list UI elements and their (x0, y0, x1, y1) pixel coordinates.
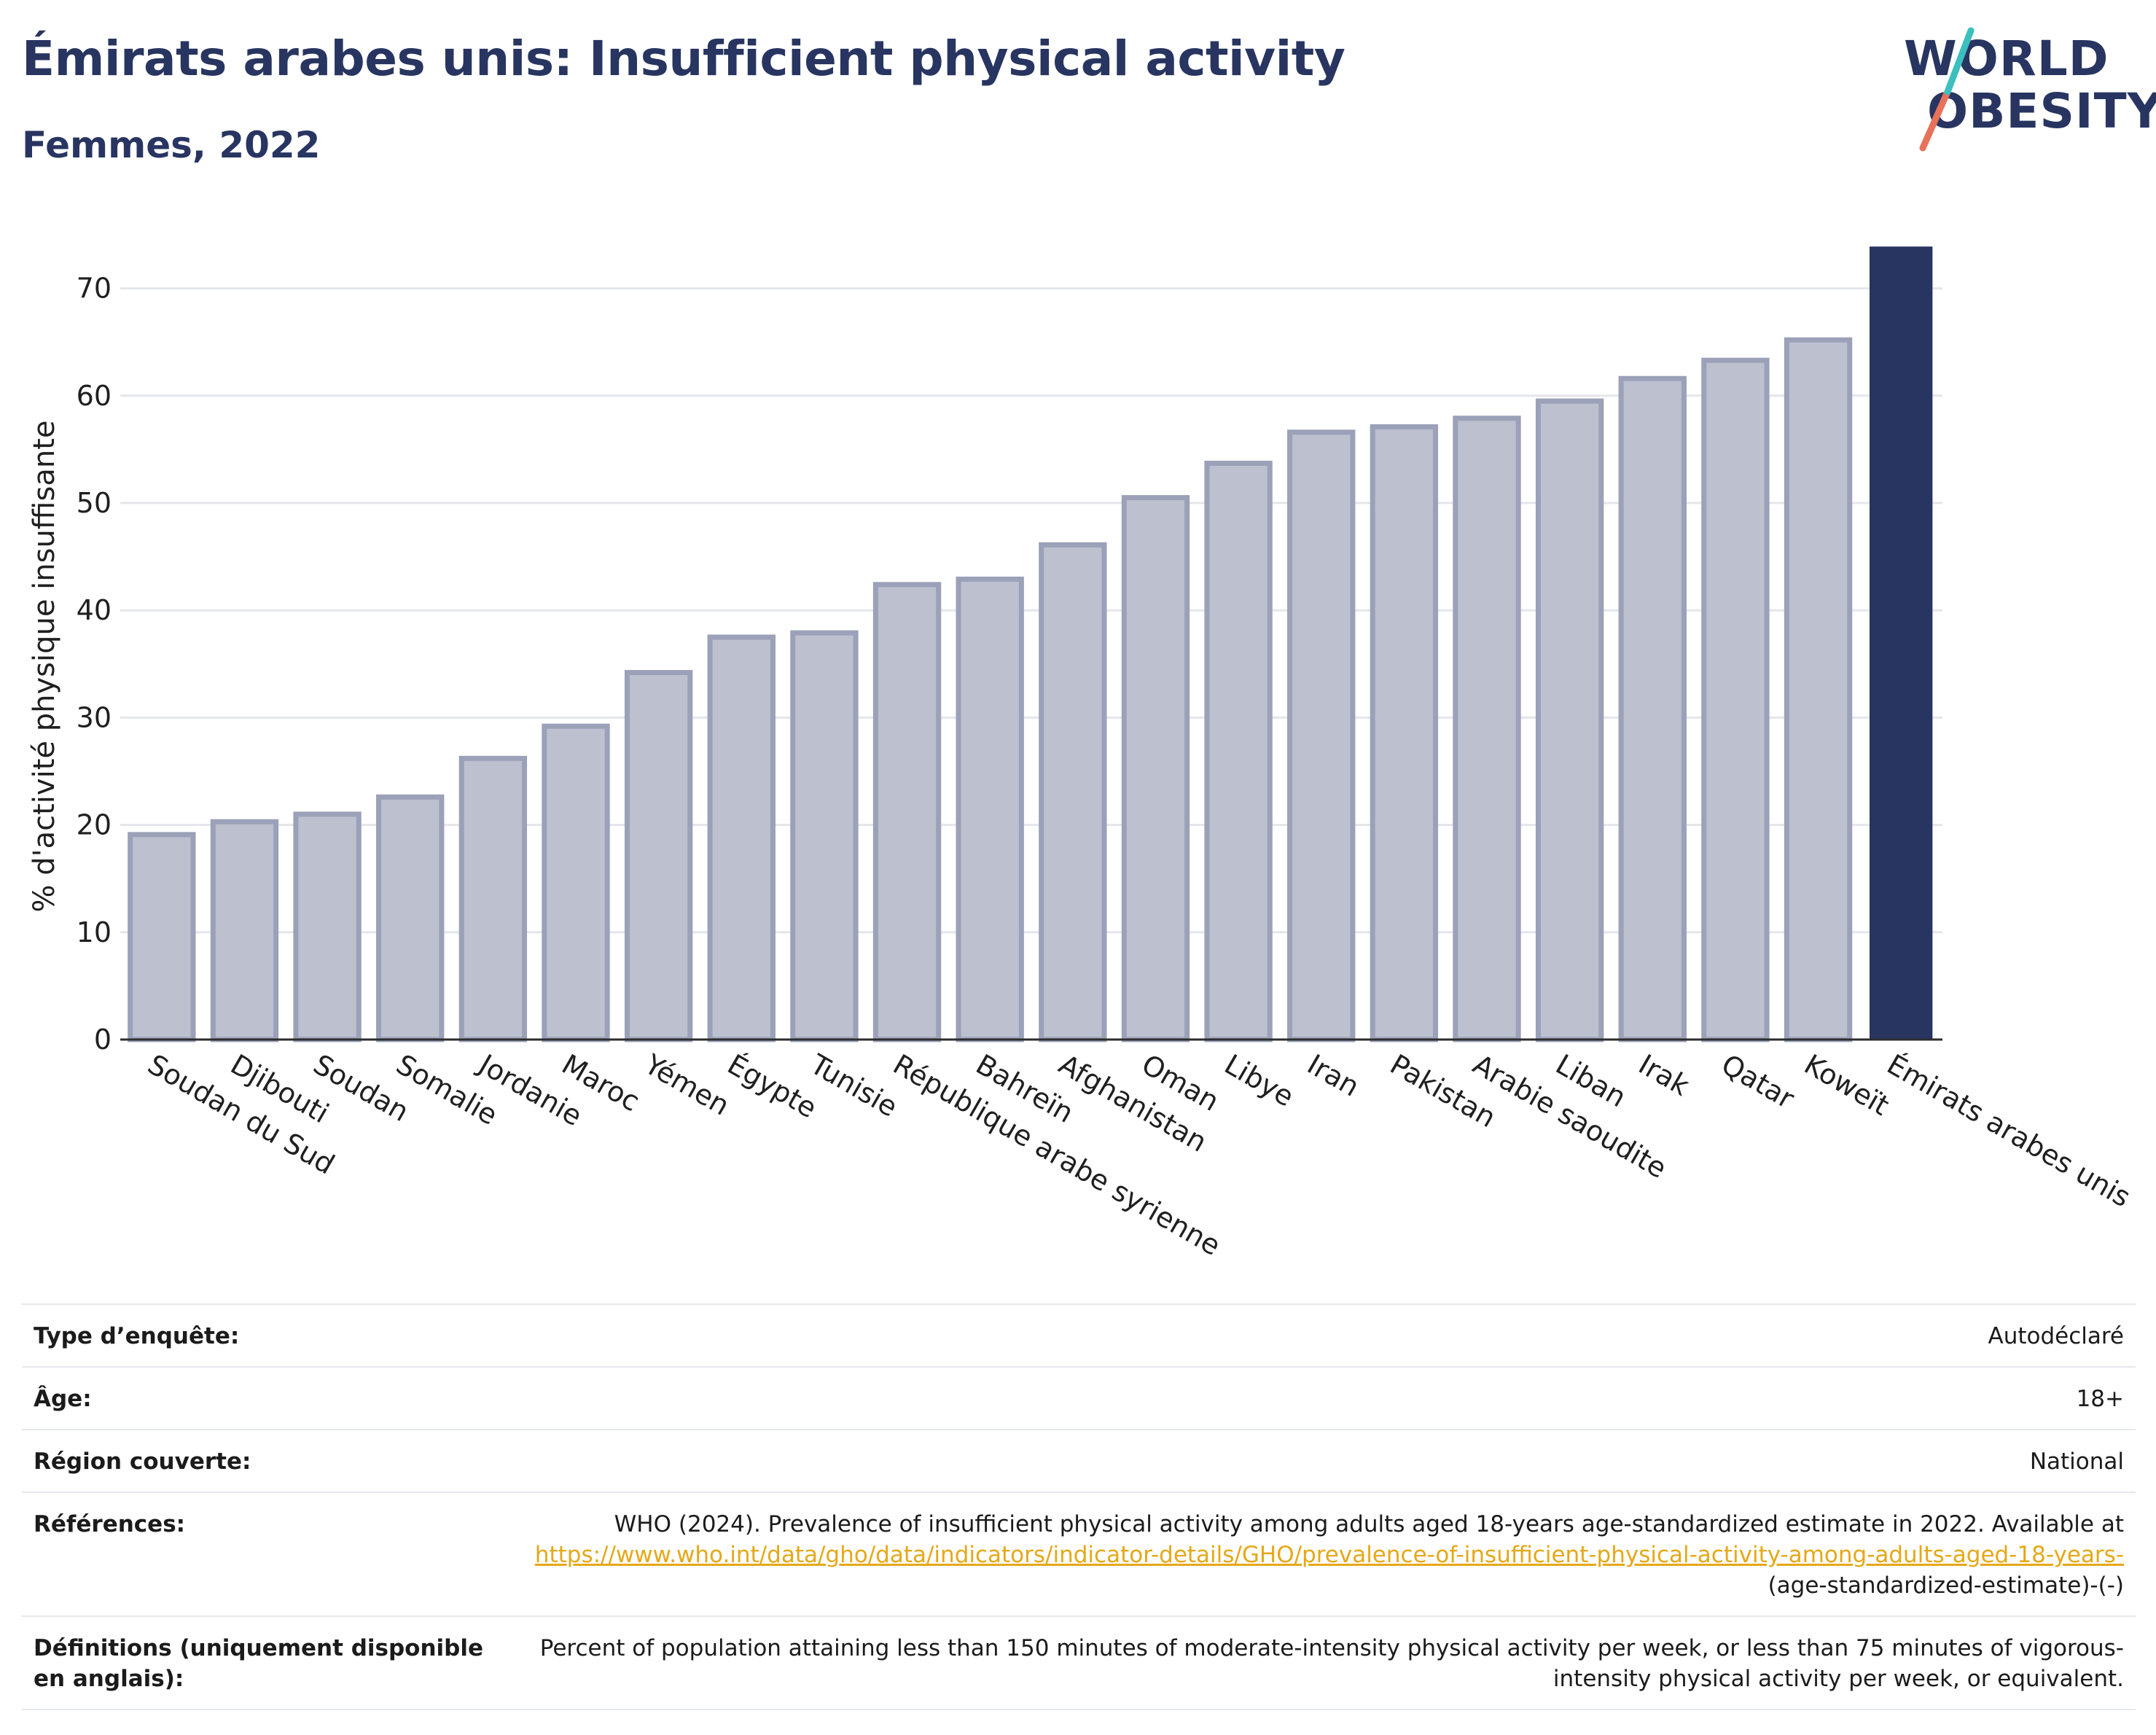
y-tick-label: 60 (77, 380, 112, 412)
y-tick-label: 70 (77, 273, 112, 305)
meta-row-survey: Type d’enquête: Autodéclaré (22, 1303, 2136, 1366)
definitions-label: Définitions (uniquement disponible en an… (34, 1635, 484, 1692)
bar (1204, 461, 1273, 1042)
x-tick-label: Égypte (722, 1048, 822, 1125)
metadata-table: Type d’enquête: Autodéclaré Âge: 18+ Rég… (22, 1303, 2136, 1710)
bar (1870, 246, 1933, 1040)
bar-chart: 0 10 20 30 40 50 60 70 % d'activité physique ins… (28, 246, 2136, 1262)
bar (707, 634, 776, 1042)
bar (293, 811, 362, 1042)
x-tick-label: Tunisie (805, 1048, 903, 1123)
bar (1121, 495, 1190, 1042)
region-label: Région couverte: (34, 1449, 251, 1475)
age-label: Âge: (34, 1386, 92, 1412)
references-value: WHO (2024). Prevalence of insufficient p… (515, 1509, 2124, 1601)
x-tick-label: Émirats arabes unis (1882, 1048, 2136, 1214)
bar (542, 723, 610, 1042)
page-title: Émirats arabes unis: Insufficient physic… (22, 31, 1345, 87)
logo-line-1: WORLD (1904, 31, 2109, 87)
bar (1453, 416, 1521, 1042)
bar (210, 819, 279, 1042)
age-value: 18+ (2076, 1386, 2124, 1412)
x-tick-label: Koweït (1799, 1048, 1894, 1122)
x-tick-label: Iran (1302, 1048, 1364, 1103)
references-tail: (age-standardized-estimate)-(-) (1768, 1572, 2124, 1599)
bar (790, 630, 859, 1042)
bar (1535, 398, 1604, 1042)
bar (128, 832, 196, 1042)
survey-type-value: Autodéclaré (1988, 1323, 2124, 1349)
x-tick-label: Qatar (1716, 1048, 1800, 1115)
y-tick-label: 30 (77, 701, 112, 733)
y-tick-label: 20 (77, 809, 112, 841)
region-value: National (2029, 1449, 2124, 1475)
y-tick-label: 10 (77, 916, 112, 948)
x-tick-label: Irak (1633, 1048, 1695, 1102)
x-tick-label: Yémen (638, 1048, 735, 1122)
bar (458, 755, 528, 1042)
bar (1618, 375, 1687, 1042)
survey-type-label: Type d’enquête: (34, 1323, 240, 1349)
bar (1701, 357, 1770, 1042)
x-tick-label: Libye (1219, 1048, 1300, 1113)
meta-row-definitions: Définitions (uniquement disponible en an… (22, 1615, 2136, 1710)
y-tick-label: 40 (77, 594, 112, 626)
logo-slash-icon (1919, 27, 1975, 152)
references-text: WHO (2024). Prevalence of insufficient p… (614, 1511, 2124, 1537)
bar (956, 577, 1024, 1042)
y-tick-label: 0 (94, 1024, 112, 1056)
references-link[interactable]: https://www.who.int/data/gho/data/indica… (534, 1542, 2124, 1568)
meta-row-region: Région couverte: National (22, 1429, 2136, 1492)
world-obesity-logo: WORLD OBESITY (1902, 20, 2156, 159)
meta-row-age: Âge: 18+ (22, 1366, 2136, 1429)
bar (1370, 424, 1439, 1042)
bar (872, 582, 942, 1042)
bar (1039, 542, 1107, 1042)
y-tick-label: 50 (77, 487, 112, 519)
bar (1287, 429, 1356, 1042)
bar (1784, 337, 1853, 1042)
bar (376, 794, 445, 1042)
logo-line-2: OBESITY (1927, 83, 2156, 139)
references-label: Références: (34, 1511, 186, 1537)
bar (624, 670, 693, 1042)
page-subtitle: Femmes, 2022 (22, 124, 321, 166)
meta-row-references: Références: WHO (2024). Prevalence of in… (22, 1492, 2136, 1615)
y-axis-title: % d'activité physique insuffisante (28, 421, 61, 913)
definitions-value: Percent of population attaining less tha… (539, 1635, 2124, 1692)
